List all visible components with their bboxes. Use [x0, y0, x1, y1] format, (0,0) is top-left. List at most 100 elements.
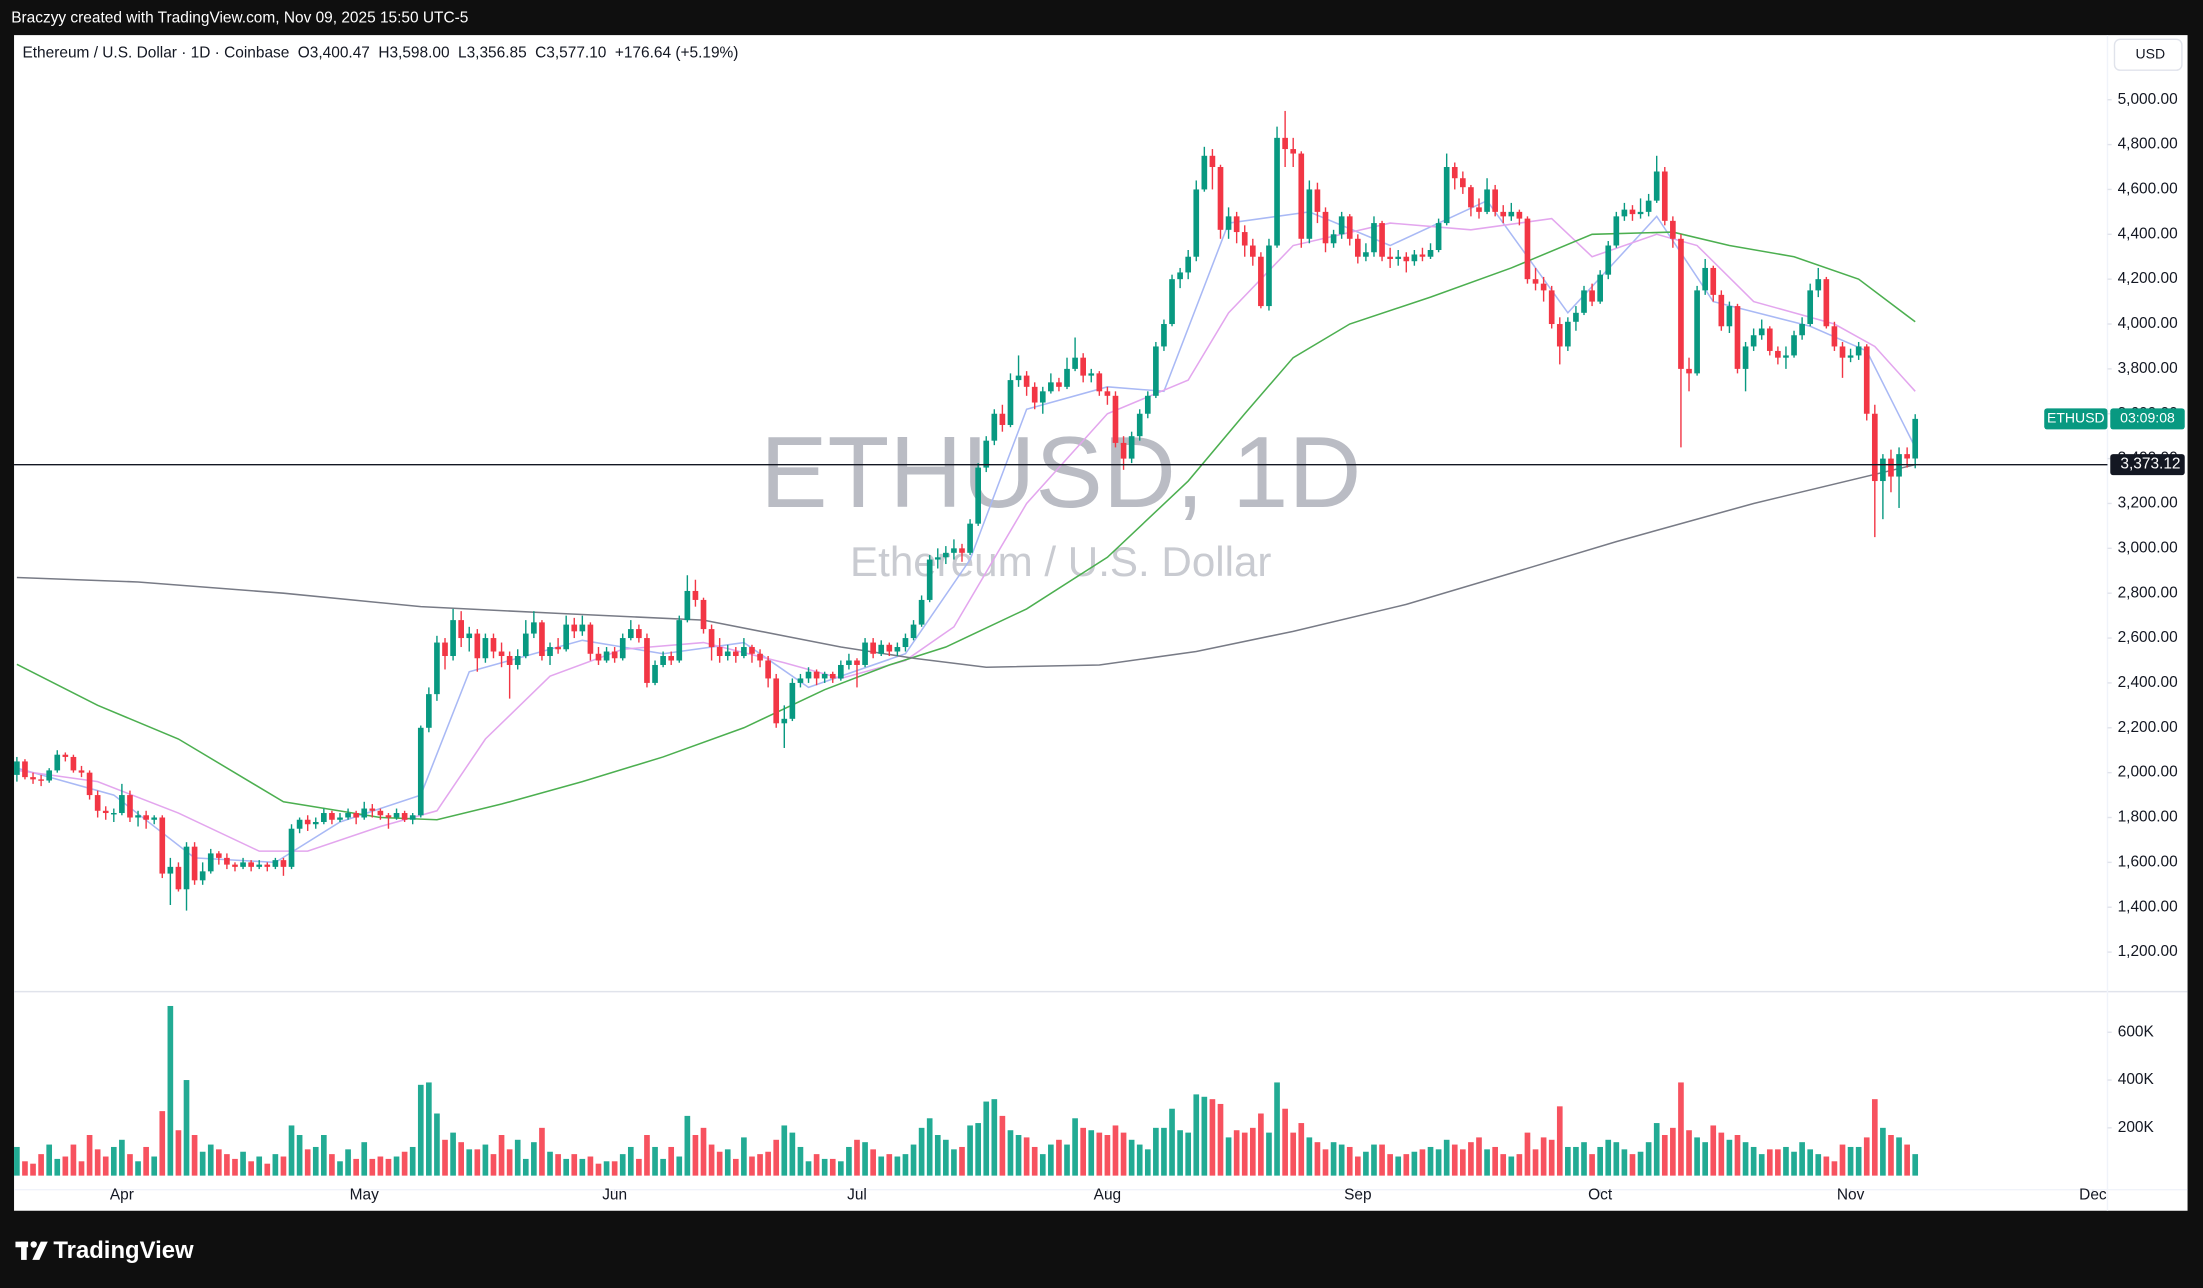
candle-body	[1080, 357, 1086, 376]
volume-bar	[1548, 1139, 1555, 1176]
candle-body	[191, 846, 198, 881]
volume-bar	[1379, 1144, 1385, 1176]
volume-bar	[466, 1149, 473, 1176]
candle-body	[38, 779, 44, 781]
currency-label[interactable]: USD	[2136, 45, 2166, 61]
candle-body	[773, 678, 780, 724]
candles	[14, 110, 1919, 911]
candle-body	[870, 642, 876, 654]
volume-bar	[821, 1158, 828, 1176]
y-tick-label: 1,600.00	[2118, 853, 2178, 870]
volume-bar	[498, 1135, 505, 1176]
volume-bar	[14, 1146, 20, 1176]
volume-bar	[724, 1149, 731, 1176]
candle-body	[708, 629, 715, 648]
volume-tick-label: 600K	[2118, 1023, 2155, 1040]
volume-bar	[38, 1154, 44, 1176]
volume-bar	[539, 1127, 545, 1176]
volume-bar	[563, 1158, 570, 1176]
volume-tick-label: 200K	[2118, 1119, 2155, 1136]
candle-body	[1306, 189, 1313, 239]
y-tick-label: 4,600.00	[2118, 181, 2178, 198]
volume-bar	[862, 1142, 868, 1176]
volume-bar	[78, 1161, 85, 1176]
x-tick-label: Oct	[1588, 1186, 1613, 1203]
candle-body	[1363, 252, 1369, 257]
volume-bar	[1056, 1139, 1062, 1176]
volume-bar	[522, 1158, 529, 1176]
volume-bar	[1758, 1154, 1765, 1176]
volume-bar	[1023, 1137, 1030, 1176]
candle-body	[215, 853, 222, 858]
candle-body	[1871, 413, 1878, 482]
moving-average	[16, 463, 1916, 668]
volume-bar	[1274, 1082, 1280, 1176]
volume-bar	[951, 1149, 957, 1176]
volume-bar	[1451, 1144, 1458, 1176]
candle-body	[1799, 324, 1805, 336]
volume-bar	[94, 1149, 101, 1176]
candle-body	[1863, 346, 1870, 414]
candle-body	[1112, 395, 1119, 443]
volume-bar	[1484, 1149, 1490, 1176]
volume-bar	[1193, 1094, 1200, 1176]
candle-body	[627, 629, 634, 639]
volume-bar	[450, 1132, 456, 1176]
volume-bar	[1524, 1132, 1531, 1176]
candle-body	[611, 651, 618, 659]
volume-bar	[1443, 1139, 1450, 1176]
candle-body	[821, 673, 828, 679]
volume-bar	[1217, 1103, 1224, 1176]
candle-body	[692, 590, 699, 600]
currency-button[interactable]	[2113, 38, 2183, 71]
candle-body	[1597, 274, 1603, 302]
candle-body	[555, 647, 561, 650]
candle-body	[1524, 218, 1531, 280]
volume-bar	[1597, 1146, 1603, 1176]
volume-bar	[1209, 1099, 1216, 1176]
candle-body	[94, 795, 101, 811]
candle-body	[1823, 279, 1830, 327]
volume-bar	[708, 1144, 715, 1176]
volume-bar	[1637, 1151, 1644, 1176]
candle-body	[603, 651, 610, 661]
candle-body	[1540, 283, 1547, 291]
candle-body	[288, 828, 295, 867]
candle-body	[902, 638, 909, 648]
candle-body	[595, 653, 602, 661]
volume-bar	[660, 1158, 666, 1176]
y-tick-label: 4,200.00	[2118, 270, 2178, 287]
candle-body	[385, 815, 392, 818]
volume-bar	[353, 1158, 359, 1176]
volume-bar	[1492, 1146, 1498, 1176]
candle-body	[30, 777, 36, 780]
candle-body	[862, 642, 868, 665]
candle-body	[1120, 442, 1127, 459]
volume-bar	[611, 1161, 618, 1176]
volume-bar	[312, 1146, 319, 1176]
volume-bar	[878, 1156, 885, 1176]
volume-bar	[1363, 1151, 1369, 1176]
candle-body	[337, 817, 343, 820]
volume-bar	[474, 1149, 481, 1176]
x-tick-label: Nov	[1837, 1186, 1865, 1203]
candle-body	[1847, 355, 1854, 358]
candle-body	[1548, 290, 1555, 325]
volume-bar	[1314, 1142, 1321, 1176]
candle-body	[1290, 149, 1297, 154]
volume-bar	[393, 1156, 400, 1176]
candle-body	[272, 860, 279, 867]
volume-bar	[62, 1156, 69, 1176]
y-tick-label: 1,200.00	[2118, 943, 2178, 960]
candle-body	[1185, 256, 1192, 273]
candle-body	[587, 624, 594, 654]
top-bar-text: Braczyy created with TradingView.com, No…	[11, 9, 468, 26]
volume-bar	[1605, 1139, 1612, 1176]
volume-bar	[1266, 1132, 1272, 1176]
candle-body	[1322, 211, 1329, 244]
volume-bar	[749, 1156, 755, 1176]
volume-bar	[1346, 1146, 1353, 1176]
volume-bar	[1435, 1149, 1442, 1176]
volume-bar	[1516, 1154, 1523, 1176]
candle-body	[636, 629, 642, 639]
